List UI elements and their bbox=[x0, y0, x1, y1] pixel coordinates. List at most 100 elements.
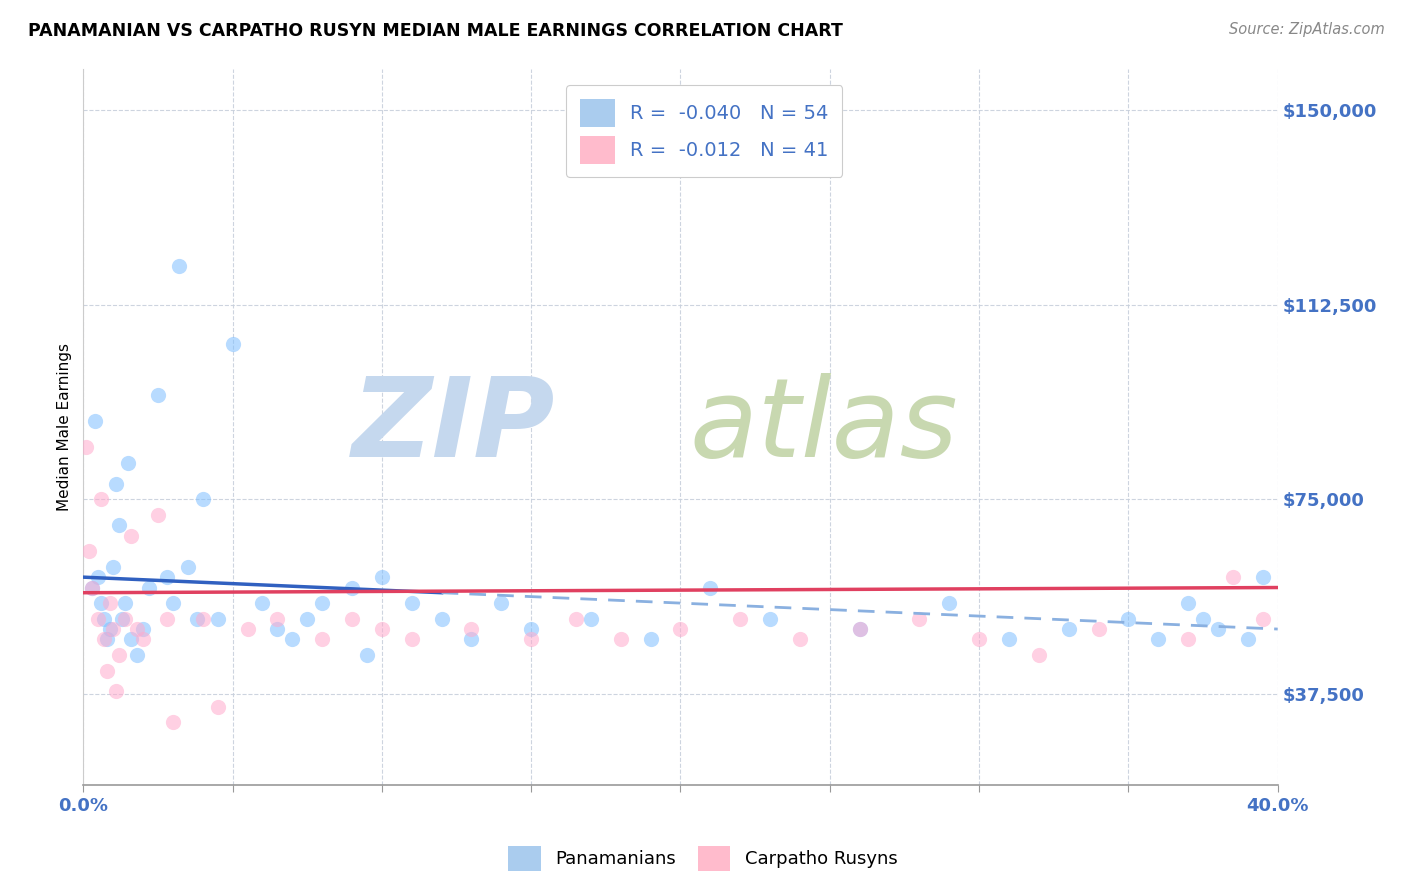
Point bbox=[111, 612, 134, 626]
Point bbox=[125, 648, 148, 662]
Point bbox=[1118, 612, 1140, 626]
Point bbox=[75, 441, 97, 455]
Point bbox=[1206, 622, 1229, 636]
Point bbox=[77, 544, 100, 558]
Point bbox=[167, 259, 190, 273]
Point bbox=[311, 596, 333, 610]
Point bbox=[191, 492, 214, 507]
Point bbox=[1057, 622, 1080, 636]
Point bbox=[266, 622, 288, 636]
Point bbox=[848, 622, 870, 636]
Point bbox=[162, 715, 184, 730]
Point bbox=[1237, 632, 1260, 647]
Point bbox=[98, 622, 121, 636]
Point bbox=[146, 508, 169, 522]
Point bbox=[967, 632, 990, 647]
Point bbox=[669, 622, 692, 636]
Point bbox=[759, 612, 782, 626]
Point bbox=[101, 622, 124, 636]
Point bbox=[908, 612, 931, 626]
Point bbox=[520, 632, 543, 647]
Point bbox=[356, 648, 378, 662]
Point bbox=[401, 632, 423, 647]
Text: atlas: atlas bbox=[689, 373, 957, 480]
Point bbox=[156, 612, 179, 626]
Point bbox=[125, 622, 148, 636]
Point bbox=[82, 581, 104, 595]
Point bbox=[520, 622, 543, 636]
Point bbox=[1251, 570, 1274, 584]
Point bbox=[87, 612, 110, 626]
Point bbox=[401, 596, 423, 610]
Point bbox=[90, 596, 112, 610]
Point bbox=[1192, 612, 1215, 626]
Point bbox=[371, 622, 394, 636]
Point bbox=[132, 632, 155, 647]
Point bbox=[340, 612, 363, 626]
Point bbox=[221, 336, 243, 351]
Point bbox=[138, 581, 160, 595]
Point bbox=[120, 632, 142, 647]
Point bbox=[146, 388, 169, 402]
Point bbox=[281, 632, 304, 647]
Point bbox=[82, 581, 104, 595]
Point bbox=[1147, 632, 1170, 647]
Point bbox=[610, 632, 633, 647]
Point bbox=[186, 612, 208, 626]
Point bbox=[191, 612, 214, 626]
Point bbox=[177, 559, 200, 574]
Point bbox=[311, 632, 333, 647]
Point bbox=[101, 559, 124, 574]
Point bbox=[117, 456, 139, 470]
Point bbox=[491, 596, 513, 610]
Point bbox=[728, 612, 751, 626]
Point bbox=[98, 596, 121, 610]
Point bbox=[998, 632, 1021, 647]
Point bbox=[105, 476, 128, 491]
Point bbox=[640, 632, 662, 647]
Point bbox=[162, 596, 184, 610]
Legend: Panamanians, Carpatho Rusyns: Panamanians, Carpatho Rusyns bbox=[502, 838, 904, 879]
Point bbox=[848, 622, 870, 636]
Text: PANAMANIAN VS CARPATHO RUSYN MEDIAN MALE EARNINGS CORRELATION CHART: PANAMANIAN VS CARPATHO RUSYN MEDIAN MALE… bbox=[28, 22, 844, 40]
Point bbox=[266, 612, 288, 626]
Point bbox=[90, 492, 112, 507]
Text: ZIP: ZIP bbox=[352, 373, 555, 480]
Point bbox=[132, 622, 155, 636]
Point bbox=[96, 632, 118, 647]
Point bbox=[430, 612, 453, 626]
Point bbox=[371, 570, 394, 584]
Point bbox=[460, 632, 482, 647]
Point bbox=[207, 699, 229, 714]
Point bbox=[87, 570, 110, 584]
Point bbox=[156, 570, 179, 584]
Point bbox=[105, 684, 128, 698]
Point bbox=[297, 612, 319, 626]
Point bbox=[236, 622, 259, 636]
Point bbox=[340, 581, 363, 595]
Point bbox=[1028, 648, 1050, 662]
Point bbox=[114, 596, 136, 610]
Point bbox=[93, 632, 115, 647]
Legend: R =  -0.040   N = 54, R =  -0.012   N = 41: R = -0.040 N = 54, R = -0.012 N = 41 bbox=[567, 86, 842, 178]
Point bbox=[1222, 570, 1244, 584]
Point bbox=[1177, 596, 1199, 610]
Point bbox=[84, 414, 107, 428]
Point bbox=[108, 518, 131, 533]
Point bbox=[565, 612, 588, 626]
Point bbox=[96, 664, 118, 678]
Point bbox=[789, 632, 811, 647]
Point bbox=[579, 612, 602, 626]
Point bbox=[699, 581, 721, 595]
Text: Source: ZipAtlas.com: Source: ZipAtlas.com bbox=[1229, 22, 1385, 37]
Point bbox=[114, 612, 136, 626]
Point bbox=[252, 596, 274, 610]
Point bbox=[207, 612, 229, 626]
Point bbox=[120, 528, 142, 542]
Point bbox=[1087, 622, 1109, 636]
Point bbox=[1177, 632, 1199, 647]
Y-axis label: Median Male Earnings: Median Male Earnings bbox=[58, 343, 72, 510]
Point bbox=[108, 648, 131, 662]
Point bbox=[1251, 612, 1274, 626]
Point bbox=[938, 596, 960, 610]
